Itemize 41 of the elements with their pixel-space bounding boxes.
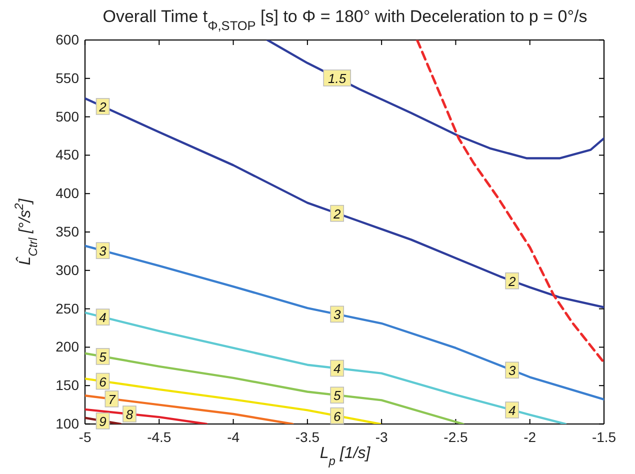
y-tick-label: 600: [56, 31, 80, 48]
x-tick-label: -4: [227, 428, 240, 445]
y-tick-label: 300: [56, 262, 80, 278]
y-tick-label: 250: [56, 300, 80, 316]
text: 6: [333, 408, 341, 424]
x-tick-label: -3: [375, 428, 388, 445]
x-tick-label: -1.5: [592, 428, 616, 445]
line-series: [416, 40, 604, 364]
text: 3: [99, 244, 106, 259]
series-label: 8: [126, 407, 134, 422]
y-tick-label: 350: [56, 223, 80, 240]
text: 2: [333, 206, 341, 222]
series-label: 9: [99, 414, 106, 429]
y-tick-label: 150: [56, 377, 80, 394]
line-series: [85, 97, 604, 308]
x-tick-label: -2.5: [444, 428, 468, 445]
y-tick-label: 400: [56, 185, 80, 202]
series-label: 6: [99, 374, 108, 390]
series-label: 7: [108, 392, 116, 407]
x-tick-label: -4.5: [147, 428, 172, 445]
y-tick-label: 200: [56, 338, 80, 355]
y-tick-label: 550: [56, 70, 80, 86]
series-label: 1.5: [328, 70, 347, 86]
text: 4: [99, 310, 106, 326]
text: 4: [508, 402, 516, 418]
x-axis-title: L$_{p}$ [1/s]: [320, 445, 371, 468]
series-label: 2: [98, 99, 108, 114]
y-tick-label: 100: [56, 415, 80, 432]
x-tick-label: -2: [524, 428, 536, 445]
series-label: 3: [333, 307, 342, 322]
series-label: 5: [333, 388, 342, 404]
text: 3: [508, 363, 516, 378]
chart-title: Overall Time t$_{Φ,STOP}$ [s] to Φ = 180° with Deceleration to p = 0°/s: [102, 7, 588, 32]
x-tick-label: -3.5: [295, 428, 320, 445]
series-label: 4: [333, 361, 341, 376]
text: 2: [508, 274, 516, 289]
text: 5: [99, 349, 106, 364]
y-tick-label: 450: [56, 146, 80, 163]
line-series: [266, 40, 604, 160]
y-tick-label: 500: [56, 108, 80, 124]
x-tick-label: -5: [78, 428, 92, 445]
